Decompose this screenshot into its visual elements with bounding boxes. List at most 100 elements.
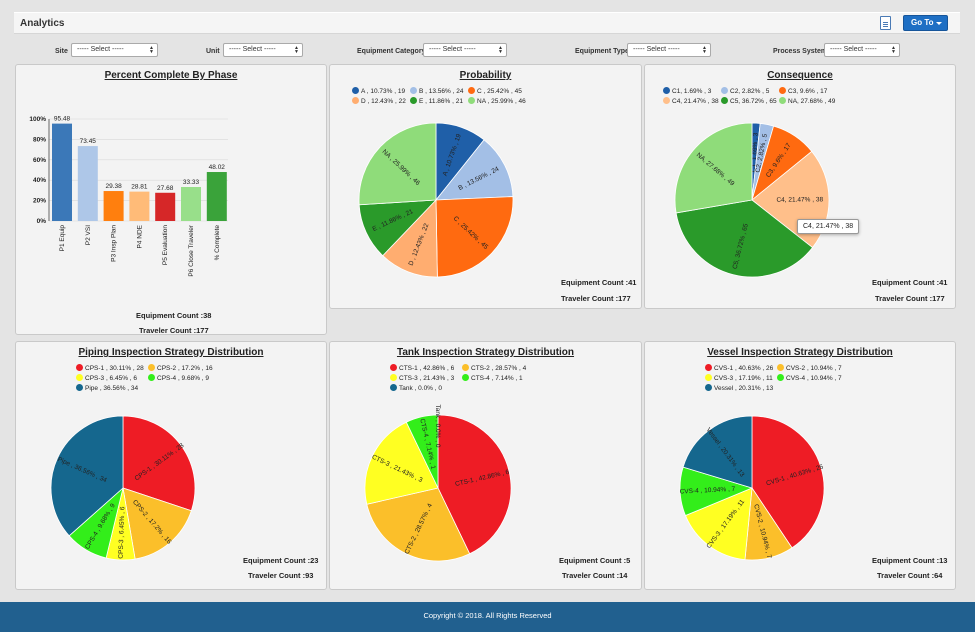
legend-item[interactable]: C5, 36.72% , 65 [721,97,777,107]
unit-select[interactable]: ----- Select ----- ▲ ▼ [223,43,303,57]
legend-item[interactable]: Vessel , 20.31% , 13 [705,384,773,394]
legend-label: CPS-4 , 9.68% , 9 [157,375,210,382]
category-label: P6 Close Traveler [188,224,195,276]
legend-item[interactable]: CPS-2 , 17.2% , 16 [148,364,213,374]
category-label: P5 Evaluation [162,225,169,265]
legend-item[interactable]: CTS-1 , 42.86% , 6 [390,364,454,374]
footer: Copyright © 2018. All Rights Reserved [0,602,975,632]
go-to-button[interactable]: Go To [903,15,948,31]
legend-item[interactable]: CPS-4 , 9.68% , 9 [148,374,209,384]
legend-item[interactable]: CVS-1 , 40.63% , 26 [705,364,773,374]
legend-item[interactable]: CTS-2 , 28.57% , 4 [462,364,526,374]
legend-dot-icon [76,364,83,371]
legend-item[interactable]: E , 11.86% , 21 [410,97,463,107]
bar-p4-nde [129,191,150,221]
legend-item[interactable]: Tank , 0.0% , 0 [390,384,442,394]
legend-dot-icon [352,87,359,94]
legend-item[interactable]: CVS-4 , 10.94% , 7 [777,374,842,384]
select-arrows-icon: ▲ ▼ [891,45,896,55]
probability-traveler-count: Traveler Count :177 [561,294,631,303]
legend-label: CVS-2 , 10.94% , 7 [786,365,842,372]
legend-label: CTS-2 , 28.57% , 4 [471,365,527,372]
bar-value-label: 33.33 [183,179,200,186]
equipment-category-select-value: ----- Select ----- [429,46,476,53]
legend-dot-icon [76,384,83,391]
legend-dot-icon [779,97,786,104]
bar-value-label: 73.45 [80,138,97,145]
vessel-title: Vessel Inspection Strategy Distribution [707,347,893,358]
legend-label: C2, 2.82% , 5 [730,88,770,95]
phase-panel: Percent Complete By Phase 0% 20% 40% 60% 80%… [15,64,327,335]
pie-slice-label: CVS-4 , 10.94% , 7 [679,486,735,496]
legend-dot-icon [410,87,417,94]
legend-item[interactable]: CPS-3 , 6.45% , 6 [76,374,137,384]
legend-item[interactable]: CVS-3 , 17.19% , 11 [705,374,773,384]
legend-item[interactable]: NA , 25.99% , 46 [468,97,526,107]
legend-item[interactable]: C3, 9.6% , 17 [779,87,827,97]
legend-dot-icon [777,374,784,381]
pdf-export-icon[interactable] [880,16,891,30]
legend-item[interactable]: C1, 1.69% , 3 [663,87,711,97]
consequence-title: Consequence [767,70,833,81]
pie-slice-cts-3 [364,421,439,505]
site-select[interactable]: ----- Select ----- ▲ ▼ [71,43,158,57]
pie-slice-vessel [682,415,753,489]
select-arrows-icon: ▲ ▼ [702,45,707,55]
legend-item[interactable]: A , 10.73% , 19 [352,87,405,97]
bar-value-label: 29.38 [105,183,122,190]
chevron-down-icon [936,22,942,25]
pie-slice-pipe [50,415,124,537]
bar-value-label: 95.48 [54,116,71,123]
legend-dot-icon [663,97,670,104]
select-arrows-icon: ▲ ▼ [294,45,299,55]
bar-p2-vsi [77,146,98,221]
equipment-type-select[interactable]: ----- Select ----- ▲ ▼ [627,43,711,57]
equipment-category-label: Equipment Category [357,48,426,55]
consequence-traveler-count: Traveler Count :177 [875,294,945,303]
legend-item[interactable]: CVS-2 , 10.94% , 7 [777,364,842,374]
legend-item[interactable]: CTS-4 , 7.14% , 1 [462,374,523,384]
legend-dot-icon [777,364,784,371]
legend-item[interactable]: CTS-3 , 21.43% , 3 [390,374,454,384]
legend-item[interactable]: C2, 2.82% , 5 [721,87,769,97]
legend-item[interactable]: CPS-1 , 30.11% , 28 [76,364,144,374]
legend-label: CTS-3 , 21.43% , 3 [399,375,455,382]
legend-dot-icon [390,384,397,391]
legend-label: CVS-4 , 10.94% , 7 [786,375,842,382]
bar-value-label: 48.02 [209,164,226,171]
tank-panel: Tank Inspection Strategy Distribution CT… [329,341,642,590]
piping-equipment-count: Equipment Count :23 [243,556,319,565]
pie-slice-cvs-3 [684,487,753,561]
legend-item[interactable]: NA, 27.68% , 49 [779,97,835,107]
tank-title: Tank Inspection Strategy Distribution [396,347,575,358]
legend-item[interactable]: D , 12.43% , 22 [352,97,406,107]
pie-slice-c [435,196,514,278]
tank-equipment-count: Equipment Count :5 [559,556,631,565]
y-tick-label: 20% [33,198,46,205]
legend-item[interactable]: C4, 21.47% , 38 [663,97,719,107]
pie-slice-label: C1, 1.69% , 3 [750,132,759,172]
legend-label: CVS-1 , 40.63% , 26 [714,365,774,372]
legend-item[interactable]: Pipe , 36.56% , 34 [76,384,138,394]
legend-dot-icon [468,97,475,104]
bar-value-label: 27.68 [157,185,174,192]
pie-slice-label: C4, 21.47% , 38 [776,196,823,203]
unit-select-value: ----- Select ----- [229,46,276,53]
equipment-type-select-value: ----- Select ----- [633,46,680,53]
process-system-select[interactable]: ----- Select ----- ▲ ▼ [824,43,900,57]
legend-item[interactable]: C , 25.42% , 45 [468,87,522,97]
pie-slice-cts-2 [366,487,471,562]
pie-slice-cps-1 [122,415,196,512]
legend-label: E , 11.86% , 21 [419,98,463,105]
legend-dot-icon [705,364,712,371]
equipment-category-select[interactable]: ----- Select ----- ▲ ▼ [423,43,507,57]
legend-dot-icon [148,374,155,381]
go-to-label: Go To [911,18,934,27]
category-label: P3 Insp Plan [111,225,118,262]
legend-item[interactable]: B , 13.56% , 24 [410,87,463,97]
equipment-type-label: Equipment Type [575,48,629,55]
legend-label: CVS-3 , 17.19% , 11 [714,375,773,382]
unit-label: Unit [206,48,220,55]
